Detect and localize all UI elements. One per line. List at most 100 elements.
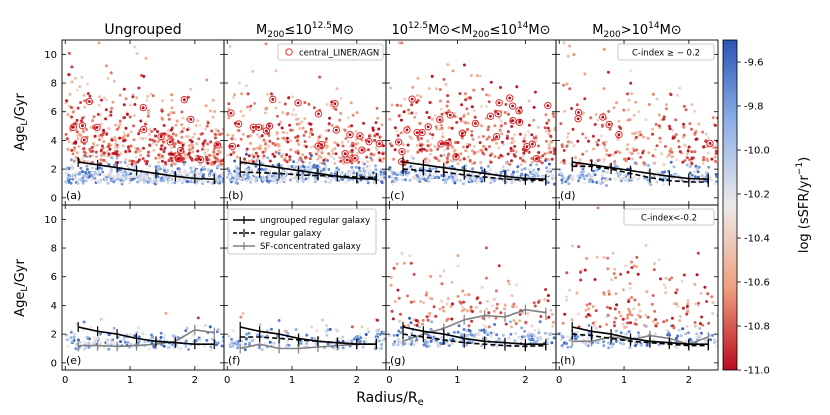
data-point	[636, 177, 640, 181]
data-point	[292, 108, 296, 112]
data-point	[246, 105, 250, 109]
data-point	[536, 174, 540, 178]
data-point	[676, 334, 680, 338]
panel-label: (h)	[560, 354, 576, 367]
data-point	[100, 167, 104, 171]
liner-marker	[486, 112, 495, 120]
data-point	[123, 133, 126, 137]
data-point	[233, 137, 237, 141]
data-point	[715, 143, 718, 146]
data-point	[166, 180, 170, 184]
data-point	[688, 171, 692, 175]
data-point	[431, 136, 435, 140]
data-point	[366, 327, 370, 331]
data-point	[684, 332, 688, 336]
data-point	[68, 174, 72, 178]
data-point	[575, 162, 579, 166]
data-point	[465, 145, 469, 149]
data-point	[462, 63, 466, 67]
data-point	[523, 167, 527, 171]
data-point	[679, 334, 683, 338]
data-point	[553, 148, 556, 151]
data-point	[503, 121, 507, 125]
liner-point	[397, 140, 400, 144]
data-point	[497, 146, 501, 150]
data-point	[424, 173, 428, 177]
data-point	[115, 150, 119, 153]
data-point	[254, 164, 258, 168]
data-point	[439, 107, 443, 111]
data-point	[186, 95, 190, 99]
data-point	[235, 169, 239, 172]
data-point	[677, 177, 680, 181]
data-point	[651, 132, 654, 136]
liner-point	[511, 119, 515, 122]
data-point	[186, 128, 189, 132]
liner-point	[546, 104, 550, 107]
panel-f	[227, 312, 386, 354]
data-point	[566, 345, 570, 349]
data-point	[537, 144, 540, 148]
data-point	[228, 44, 232, 48]
liner-point	[426, 125, 430, 129]
data-point	[409, 155, 413, 158]
data-point	[639, 343, 643, 347]
data-point	[291, 176, 294, 180]
data-point	[713, 182, 717, 186]
panel-frame	[555, 204, 719, 371]
data-point	[364, 333, 368, 336]
data-point	[628, 286, 632, 290]
data-point	[399, 131, 403, 135]
data-point	[418, 148, 422, 152]
data-point	[415, 340, 419, 344]
data-point	[140, 73, 143, 77]
data-point	[549, 308, 553, 312]
data-point	[393, 300, 397, 303]
data-point	[132, 114, 136, 117]
data-point	[507, 282, 511, 286]
data-point	[367, 134, 371, 138]
data-point	[428, 132, 432, 136]
data-point	[661, 183, 665, 187]
data-point	[77, 178, 81, 182]
data-point	[441, 305, 445, 309]
liner-point	[95, 126, 99, 129]
data-point	[465, 309, 469, 313]
data-point	[419, 177, 423, 181]
data-point	[231, 344, 235, 348]
data-point	[647, 151, 651, 155]
data-point	[596, 206, 600, 210]
data-point	[158, 156, 162, 160]
regular-profile-line	[572, 333, 709, 347]
data-point	[351, 141, 355, 145]
data-point	[626, 270, 630, 274]
data-point	[126, 171, 130, 174]
colorbar-tick-label: -10.4	[744, 234, 770, 245]
liner-point	[400, 150, 404, 154]
data-point	[180, 130, 184, 134]
data-point	[248, 141, 252, 145]
data-point	[233, 159, 237, 163]
data-point	[302, 134, 306, 137]
data-point	[591, 134, 595, 138]
data-point	[346, 140, 350, 144]
data-point	[191, 146, 195, 150]
data-point	[546, 126, 550, 130]
data-point	[565, 298, 569, 302]
liner-point	[460, 131, 464, 135]
data-point	[99, 133, 103, 137]
data-point	[69, 158, 73, 162]
data-point	[480, 285, 484, 289]
data-point	[571, 175, 575, 179]
data-point	[196, 149, 200, 153]
data-point	[216, 152, 219, 156]
data-point	[684, 339, 688, 343]
data-point	[350, 325, 354, 329]
data-point	[659, 175, 663, 179]
x-tick-label: 2	[686, 375, 692, 386]
data-point	[122, 338, 126, 342]
data-point	[68, 92, 72, 96]
data-point	[371, 171, 375, 175]
data-point	[642, 163, 646, 167]
data-point	[402, 110, 406, 114]
